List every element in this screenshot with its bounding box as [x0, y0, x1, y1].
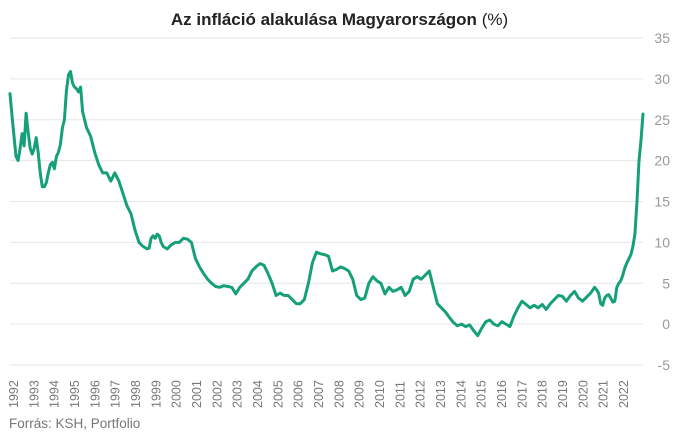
y-tick-label: 10	[654, 234, 670, 250]
series-line	[8, 70, 645, 338]
x-tick-label: 2022	[617, 380, 631, 408]
source-note: Forrás: KSH, Portfolio	[9, 416, 141, 431]
x-tick-label: 2019	[556, 380, 570, 408]
y-tick-label: -5	[658, 357, 671, 373]
x-tick-label: 2011	[393, 381, 407, 408]
x-tick-label: 1992	[7, 380, 21, 408]
x-tick-label: 2007	[312, 380, 326, 408]
y-tick-label: 30	[654, 71, 670, 87]
chart-title-text: Az infláció alakulása Magyarországon	[170, 10, 477, 29]
x-tick-label: 1999	[149, 380, 163, 408]
x-tick-label: 2016	[495, 380, 509, 408]
x-tick-label: 2018	[536, 380, 550, 408]
y-tick-label: 35	[654, 30, 670, 46]
gridlines	[10, 37, 643, 366]
y-tick-label: 15	[654, 194, 670, 210]
x-tick-label: 2012	[414, 380, 428, 408]
chart-title-unit: (%)	[481, 10, 509, 29]
x-tick-label: 2015	[475, 380, 489, 408]
x-tick-label: 1994	[48, 380, 62, 408]
x-tick-label: 2002	[210, 380, 224, 408]
x-tick-label: 2020	[576, 380, 590, 408]
y-tick-label: 0	[662, 316, 670, 332]
x-tick-label: 1993	[27, 380, 41, 408]
x-tick-label: 2014	[454, 380, 468, 408]
x-tick-label: 2003	[231, 380, 245, 408]
x-tick-label: 2001	[190, 380, 204, 408]
x-tick-label: 2004	[251, 380, 265, 408]
x-tick-label: 2000	[170, 380, 184, 408]
chart-title: Az infláció alakulása Magyarországon (%)	[0, 10, 679, 30]
x-tick-label: 2021	[597, 380, 611, 408]
x-tick-label: 2017	[515, 380, 529, 408]
x-tick-label: 1998	[129, 380, 143, 408]
x-axis-ticks: 1992 1993 1994 1995 1996 1997 1998 1999 2000 2001…	[7, 380, 631, 408]
x-tick-label: 1995	[68, 380, 82, 408]
y-tick-label: 25	[654, 112, 670, 128]
y-tick-label: 20	[654, 153, 670, 169]
x-tick-label: 2013	[434, 380, 448, 408]
y-axis-ticks: -5 0 5 10 15 20 25 30 35	[654, 30, 670, 373]
x-tick-label: 2008	[332, 380, 346, 408]
x-tick-label: 2010	[373, 380, 387, 408]
x-tick-label: 2009	[353, 380, 367, 408]
x-tick-label: 2006	[292, 380, 306, 408]
x-tick-label: 2005	[271, 380, 285, 408]
x-tick-label: 1996	[88, 380, 102, 408]
x-tick-label: 1997	[109, 380, 123, 408]
y-tick-label: 5	[662, 275, 670, 291]
